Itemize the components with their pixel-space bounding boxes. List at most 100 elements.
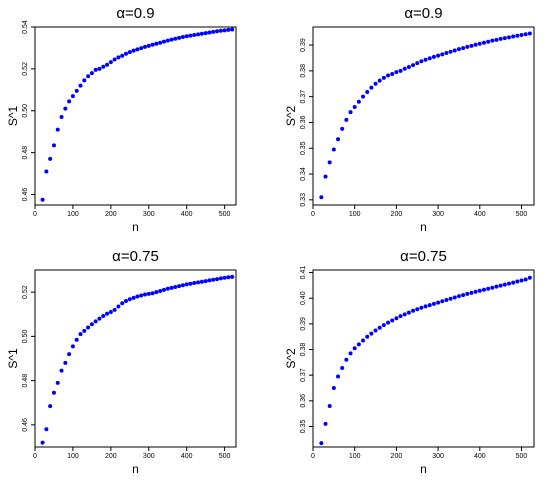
data-point [116,304,121,309]
data-point [402,312,407,317]
data-point [452,295,457,300]
data-point [423,304,428,309]
x-tick-label: 200 [105,211,117,218]
data-point [207,278,212,283]
data-point [139,46,144,51]
data-point [419,305,424,310]
data-point [169,37,174,42]
data-point [150,42,155,47]
data-point [352,346,357,351]
y-tick-label: 0.38 [300,64,307,78]
y-tick-label: 0.48 [22,146,29,160]
data-point [101,64,106,69]
data-point [142,292,147,297]
data-point [177,284,182,289]
y-tick-label: 0.40 [300,291,307,305]
y-axis-label: S^2 [284,348,298,369]
x-axis-label: n [132,462,139,476]
data-point [192,281,197,286]
data-point [108,60,113,65]
data-point [158,289,163,294]
data-point [146,291,151,296]
x-axis-label: n [420,220,427,234]
data-point [218,28,223,33]
y-tick-label: 0.37 [300,90,307,104]
y-tick-label: 0.37 [300,368,307,382]
y-tick-label: 0.33 [300,193,307,207]
data-point [215,29,220,34]
data-point [498,283,503,288]
data-point [82,78,87,83]
data-point [436,300,441,305]
data-point [150,291,155,296]
data-point [48,404,53,409]
data-point [59,115,64,120]
data-point [196,32,201,37]
data-point [406,64,411,69]
y-axis-label: S^2 [284,106,298,127]
data-point [490,38,495,43]
data-point [431,301,436,306]
chart-title: α=0.75 [112,248,159,265]
data-point [222,275,227,280]
data-point [203,279,208,284]
data-point [373,81,378,86]
data-point [59,368,64,373]
data-point [336,137,341,142]
data-point [394,70,399,75]
data-point [515,279,520,284]
data-point [452,48,457,53]
data-point [199,279,204,284]
data-point [486,39,491,44]
data-point [222,28,227,33]
x-tick-label: 0 [311,453,315,460]
data-point [89,322,94,327]
data-point [97,66,102,71]
data-point [436,53,441,58]
data-point [456,47,461,52]
x-tick-label: 300 [143,453,155,460]
data-point [40,197,45,202]
data-point [105,62,110,67]
data-point [211,277,216,282]
data-point [415,61,420,66]
data-point [67,99,72,104]
x-tick-label: 400 [181,453,193,460]
data-point [473,289,478,294]
plot-frame [34,26,237,206]
y-axis-label: S^1 [6,348,20,369]
data-point [78,332,83,337]
data-point [180,283,185,288]
data-point [398,314,403,319]
x-axis-label: n [420,462,427,476]
data-point [86,325,91,330]
data-point [319,441,324,446]
chart-title: α=0.9 [404,5,442,22]
data-point [465,291,470,296]
data-point [352,104,357,109]
data-point [135,47,140,52]
x-tick-label: 200 [105,453,117,460]
data-point [519,32,524,37]
y-tick-label: 0.54 [22,20,29,34]
plot-frame [312,269,535,448]
y-tick-label: 0.39 [300,38,307,52]
y-axis-label: S^1 [6,106,20,127]
data-point [146,43,151,48]
data-point [527,275,532,280]
x-tick-label: 200 [391,211,403,218]
data-point [63,360,68,365]
data-point [444,51,449,56]
data-point [511,34,516,39]
data-point [527,31,532,36]
data-point [494,37,499,42]
y-tick-label: 0.34 [300,167,307,181]
data-point [473,42,478,47]
data-point [348,110,353,115]
data-point [323,421,328,426]
chart-title: α=0.75 [400,248,447,265]
data-point [196,280,201,285]
data-point [427,303,432,308]
data-point [139,293,144,298]
data-point [230,27,235,32]
